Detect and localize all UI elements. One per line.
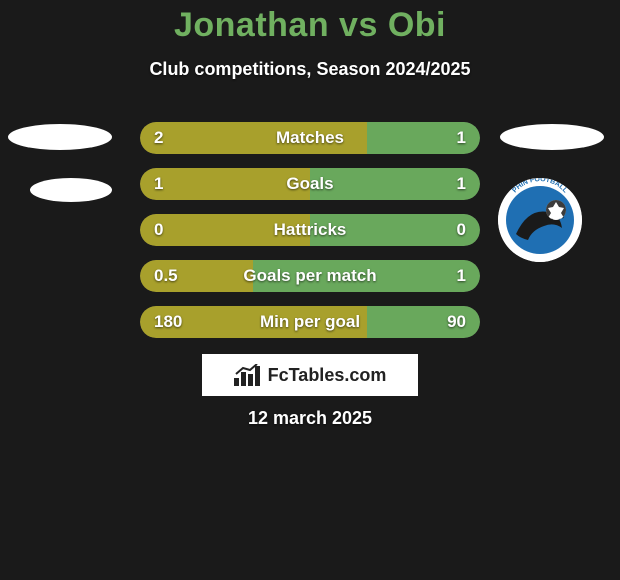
stat-value-left: 0 xyxy=(154,220,163,240)
stat-row: 2 1 Matches xyxy=(140,122,480,154)
stat-value-right: 1 xyxy=(457,266,466,286)
stage: Jonathan vs Obi Club competitions, Seaso… xyxy=(0,0,620,580)
stat-fill-left xyxy=(140,168,310,200)
stat-fill-right xyxy=(310,168,480,200)
stat-value-right: 1 xyxy=(457,174,466,194)
stat-row: 0 0 Hattricks xyxy=(140,214,480,246)
brand-icon xyxy=(234,364,260,386)
stat-label: Goals xyxy=(286,174,333,194)
stat-value-left: 0.5 xyxy=(154,266,178,286)
player-left-placeholder-1 xyxy=(8,124,112,150)
brand-text: FcTables.com xyxy=(268,365,387,386)
title-right: Obi xyxy=(388,6,446,44)
club-logo: PHIN FOOTBALL xyxy=(498,178,582,262)
date: 12 march 2025 xyxy=(248,408,372,429)
stat-label: Hattricks xyxy=(274,220,347,240)
stat-row: 1 1 Goals xyxy=(140,168,480,200)
stat-label: Goals per match xyxy=(243,266,376,286)
stat-value-left: 2 xyxy=(154,128,163,148)
stat-label: Matches xyxy=(276,128,344,148)
player-left-placeholder-2 xyxy=(30,178,112,202)
stat-row: 0.5 1 Goals per match xyxy=(140,260,480,292)
player-right-placeholder xyxy=(500,124,604,150)
stat-rows: 2 1 Matches 1 1 Goals 0 0 Hattricks 0.5 1 Goals per… xyxy=(140,122,480,352)
brand-box: FcTables.com xyxy=(202,354,418,396)
stat-value-right: 1 xyxy=(457,128,466,148)
stat-value-right: 90 xyxy=(447,312,466,332)
title-vs: vs xyxy=(329,6,388,44)
stat-label: Min per goal xyxy=(260,312,360,332)
stat-value-right: 0 xyxy=(457,220,466,240)
title-left: Jonathan xyxy=(174,6,329,44)
stat-value-left: 180 xyxy=(154,312,182,332)
stat-value-left: 1 xyxy=(154,174,163,194)
stat-row: 180 90 Min per goal xyxy=(140,306,480,338)
subtitle: Club competitions, Season 2024/2025 xyxy=(0,59,620,80)
club-logo-svg: PHIN FOOTBALL xyxy=(498,178,582,262)
page-title: Jonathan vs Obi xyxy=(0,0,620,45)
